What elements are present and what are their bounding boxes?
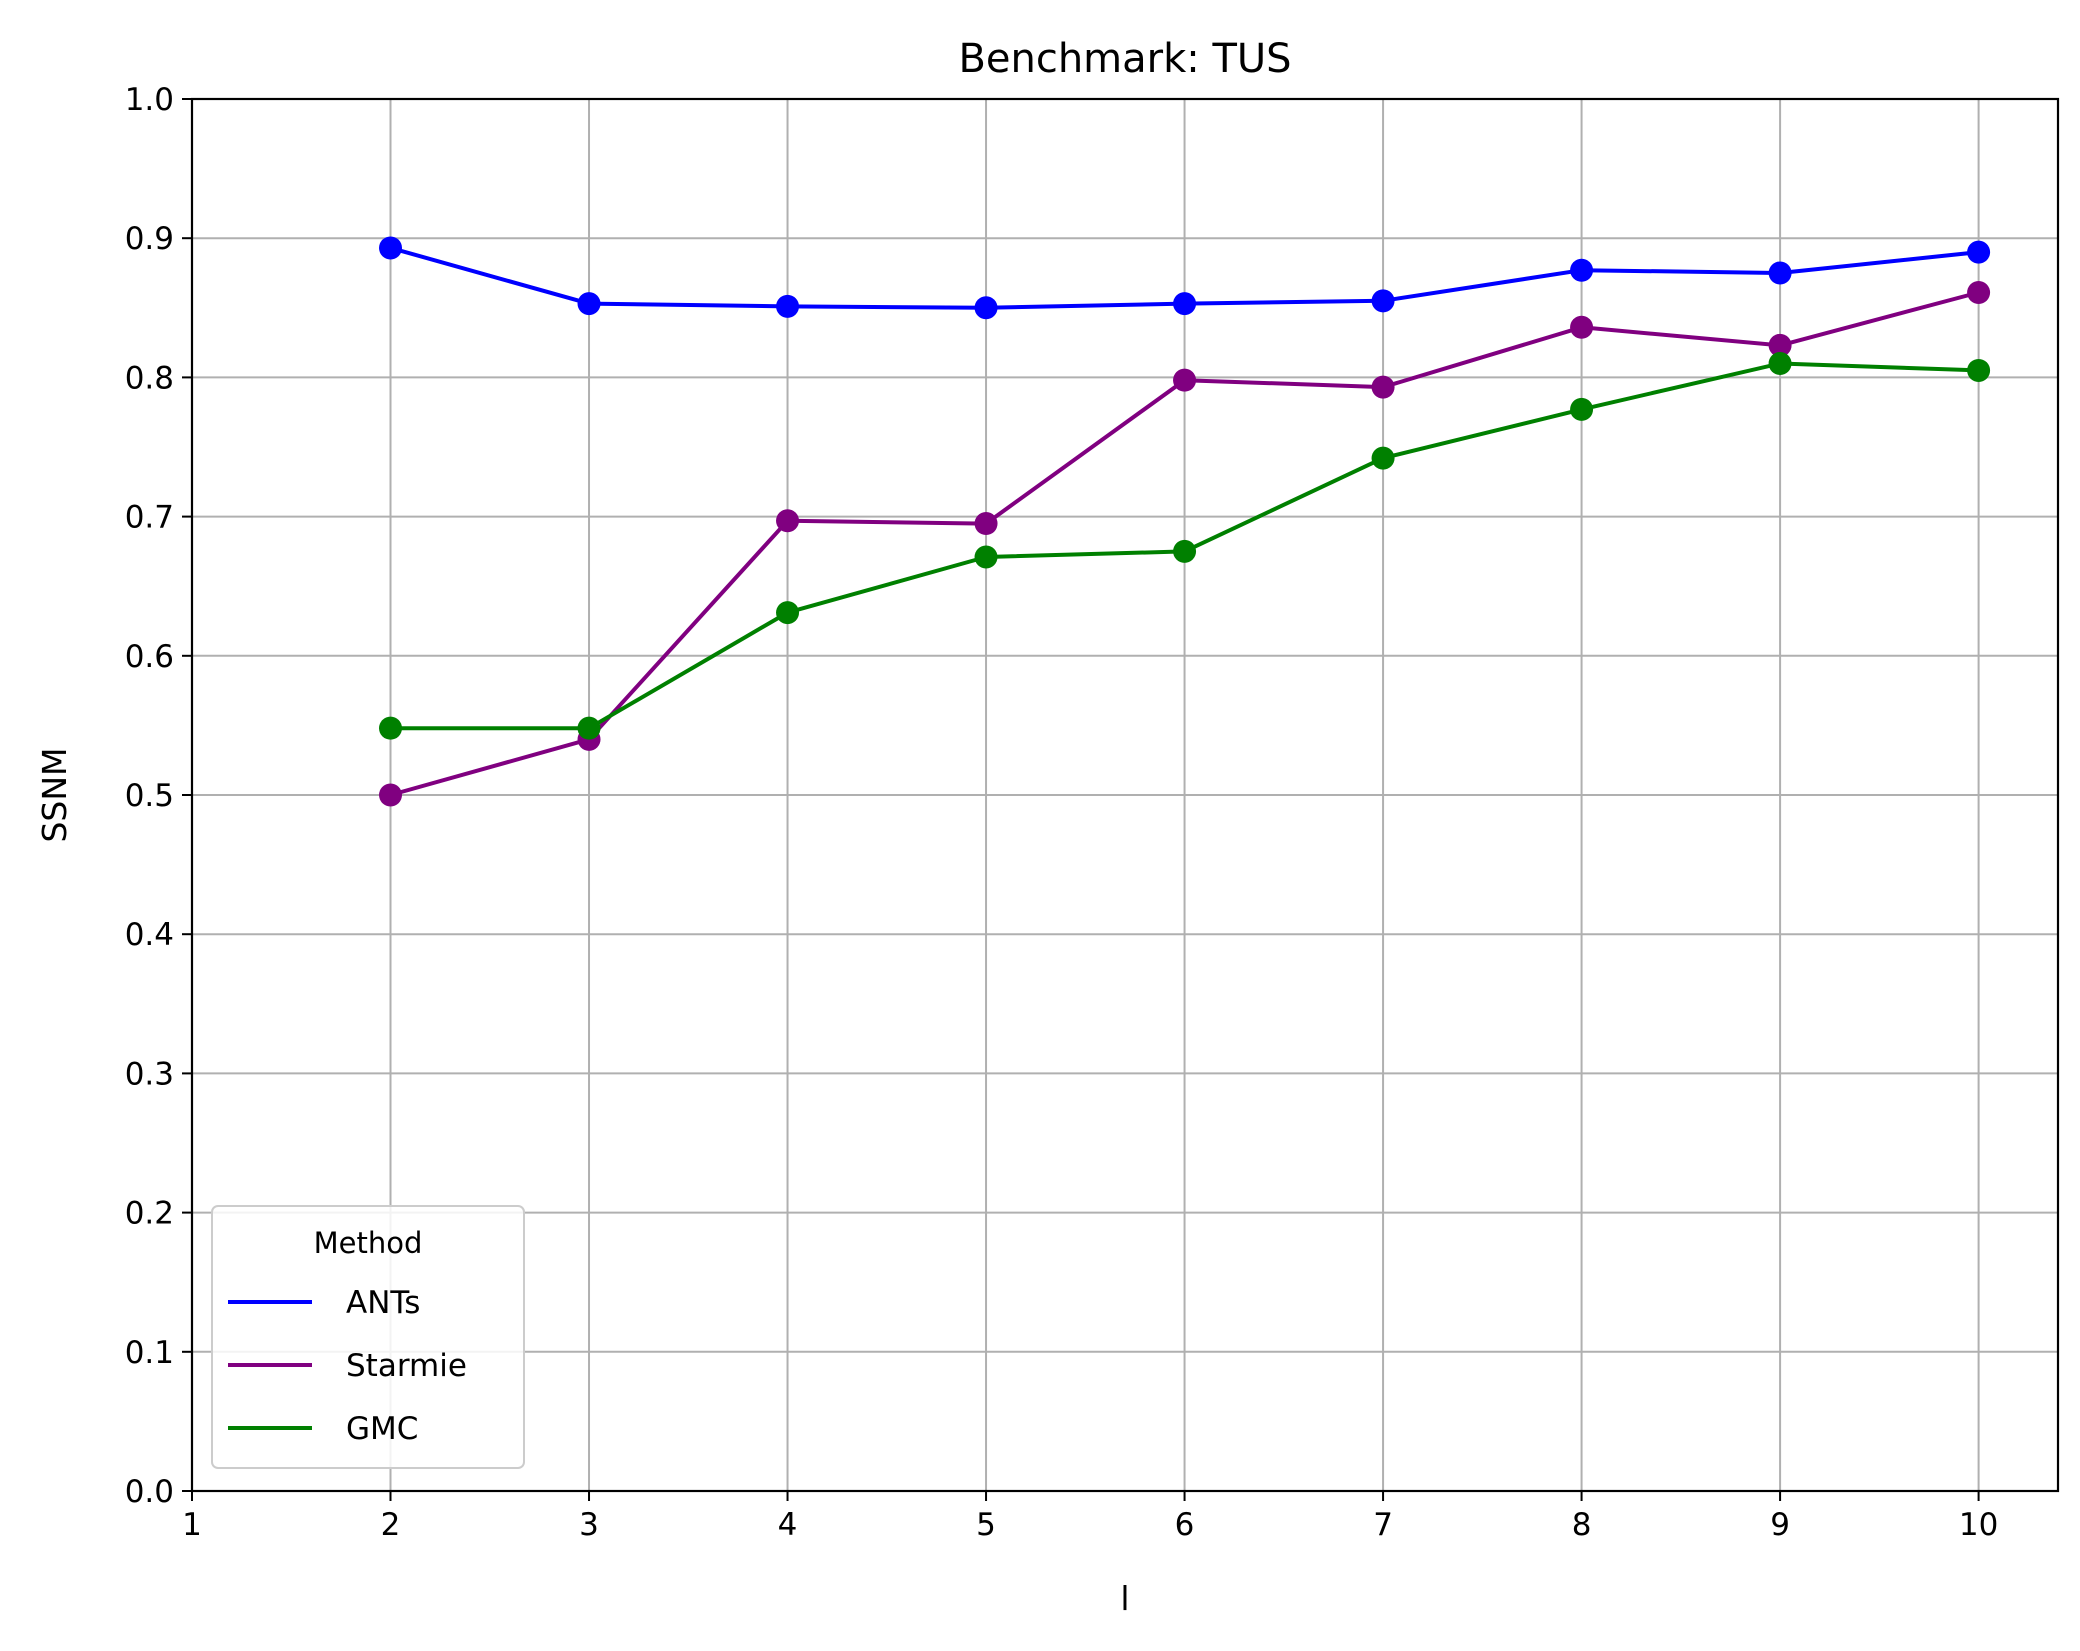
y-tick-label: 0.4 — [125, 917, 174, 953]
data-point — [379, 716, 403, 740]
data-point — [1967, 358, 1991, 382]
data-point — [776, 509, 800, 533]
data-point — [1173, 292, 1197, 316]
x-tick-label: 1 — [182, 1507, 202, 1543]
series-ants — [379, 236, 1991, 320]
legend-box — [211, 1205, 525, 1469]
data-point — [577, 292, 601, 316]
series-gmc — [379, 351, 1991, 740]
legend-entry: Starmie — [228, 1348, 467, 1384]
data-point — [974, 512, 998, 536]
y-tick-label: 0.2 — [125, 1196, 174, 1232]
x-tick-label: 6 — [1175, 1507, 1195, 1543]
legend: Method ANTs Starmie GMC — [211, 1205, 525, 1469]
x-tick-label: 7 — [1373, 1507, 1393, 1543]
axis-ticks: 1 2 3 4 5 6 7 8 9 10 0.0 0.1 0.2 0.3 0.4 0.5 0.6 0.7 0.8 0.… — [125, 82, 1999, 1543]
y-tick-label: 1.0 — [125, 82, 174, 118]
data-point — [1173, 368, 1197, 392]
data-point — [1570, 315, 1594, 339]
data-point — [776, 601, 800, 625]
data-point — [1371, 375, 1395, 399]
x-axis-label: l — [1120, 1579, 1129, 1618]
y-tick-label: 0.7 — [125, 500, 174, 536]
data-point — [1371, 446, 1395, 470]
data-point — [974, 296, 998, 320]
series-lines — [379, 236, 1991, 807]
y-tick-label: 0.0 — [125, 1474, 174, 1510]
y-tick-label: 0.6 — [125, 639, 174, 675]
data-point — [379, 783, 403, 807]
x-tick-label: 4 — [778, 1507, 798, 1543]
data-point — [1570, 258, 1594, 282]
data-point — [776, 294, 800, 318]
legend-label: GMC — [346, 1411, 418, 1447]
legend-title: Method — [314, 1226, 423, 1260]
legend-entry: GMC — [228, 1411, 418, 1447]
legend-label: Starmie — [346, 1348, 467, 1384]
data-point — [1570, 397, 1594, 421]
x-tick-label: 10 — [1959, 1507, 1998, 1543]
chart-title: Benchmark: TUS — [958, 36, 1291, 82]
data-point — [1768, 333, 1792, 357]
data-point — [1967, 240, 1991, 264]
y-tick-label: 0.9 — [125, 221, 174, 257]
x-tick-label: 5 — [976, 1507, 996, 1543]
data-point — [379, 236, 403, 260]
data-point — [974, 545, 998, 569]
x-tick-label: 2 — [381, 1507, 401, 1543]
data-point — [1768, 261, 1792, 285]
legend-label: ANTs — [346, 1285, 420, 1321]
y-tick-label: 0.1 — [125, 1335, 174, 1371]
y-tick-label: 0.3 — [125, 1056, 174, 1092]
legend-entry: ANTs — [228, 1285, 420, 1321]
data-point — [1768, 351, 1792, 375]
data-point — [1371, 289, 1395, 313]
series-starmie — [379, 280, 1991, 807]
x-tick-label: 8 — [1572, 1507, 1592, 1543]
data-point — [1967, 280, 1991, 304]
y-tick-label: 0.8 — [125, 360, 174, 396]
y-tick-label: 0.5 — [125, 778, 174, 814]
data-point — [1173, 539, 1197, 563]
x-tick-label: 3 — [579, 1507, 599, 1543]
x-tick-label: 9 — [1770, 1507, 1790, 1543]
data-point — [577, 716, 601, 740]
y-axis-label: SSNM — [35, 747, 74, 842]
